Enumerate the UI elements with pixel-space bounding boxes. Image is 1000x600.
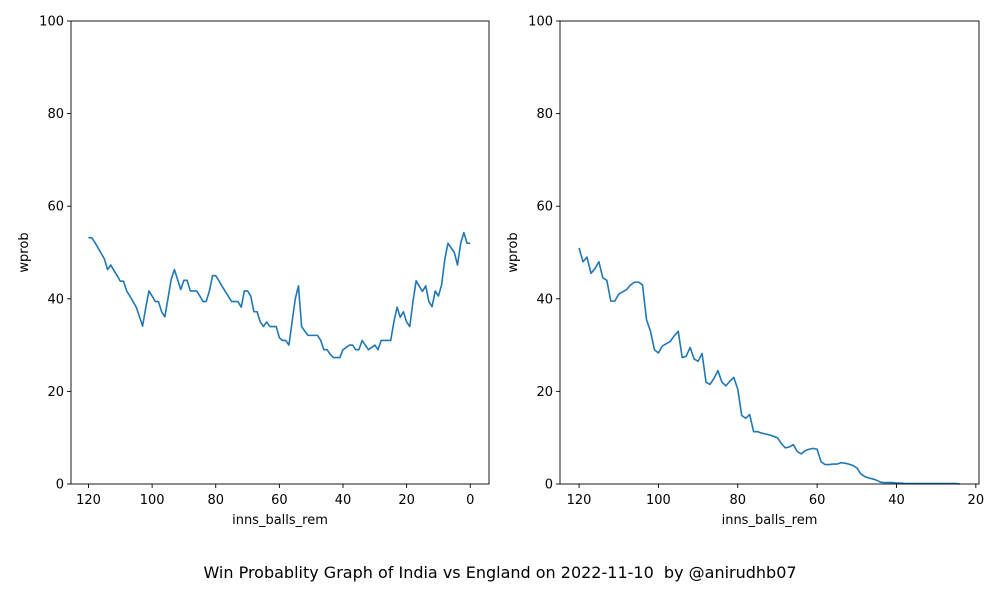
series-line (88, 231, 471, 359)
y-axis-label: wprob (506, 232, 521, 272)
y-tick-label: 60 (47, 200, 64, 215)
chart-panel-left: 120 100 80 60 40 20 0 0 20 40 60 80 100 inns_balls_re… (17, 15, 490, 528)
x-tick-label: 0 (466, 493, 474, 508)
x-tick-label: 120 (76, 493, 101, 508)
y-tick-label: 40 (47, 292, 64, 307)
y-tick-label: 40 (536, 292, 553, 307)
x-tick-label: 80 (729, 493, 746, 508)
x-tick-label: 20 (968, 493, 985, 508)
y-tick-label: 20 (536, 385, 553, 400)
x-axis-label: inns_balls_rem (722, 513, 818, 528)
y-tick-label: 100 (39, 15, 64, 30)
chart-panel-right: 120 100 80 60 40 20 0 20 40 60 80 100 inns_balls_rem… (506, 15, 984, 529)
x-tick-label: 40 (335, 493, 352, 508)
x-tick-label: 20 (398, 493, 415, 508)
x-tick-label: 60 (809, 493, 826, 508)
series-line (578, 247, 961, 485)
x-axis-label: inns_balls_rem (232, 513, 328, 528)
y-axis-label: wprob (17, 232, 32, 272)
y-tick-label: 80 (536, 107, 553, 122)
x-tick-label: 100 (646, 493, 671, 508)
figure-suptitle: Win Probablity Graph of India vs England… (203, 563, 797, 582)
y-tick-label: 20 (47, 385, 64, 400)
y-tick-label: 60 (536, 200, 553, 215)
y-tick-label: 0 (56, 478, 64, 493)
y-tick-label: 100 (528, 15, 553, 30)
x-tick-label: 100 (140, 493, 165, 508)
x-tick-label: 60 (271, 493, 288, 508)
y-tick-label: 80 (47, 107, 64, 122)
x-tick-label: 80 (207, 493, 224, 508)
x-tick-label: 120 (567, 493, 592, 508)
y-tick-label: 0 (545, 478, 553, 493)
axes-frame (559, 20, 980, 485)
axes-frame (70, 20, 490, 485)
x-tick-label: 40 (888, 493, 905, 508)
